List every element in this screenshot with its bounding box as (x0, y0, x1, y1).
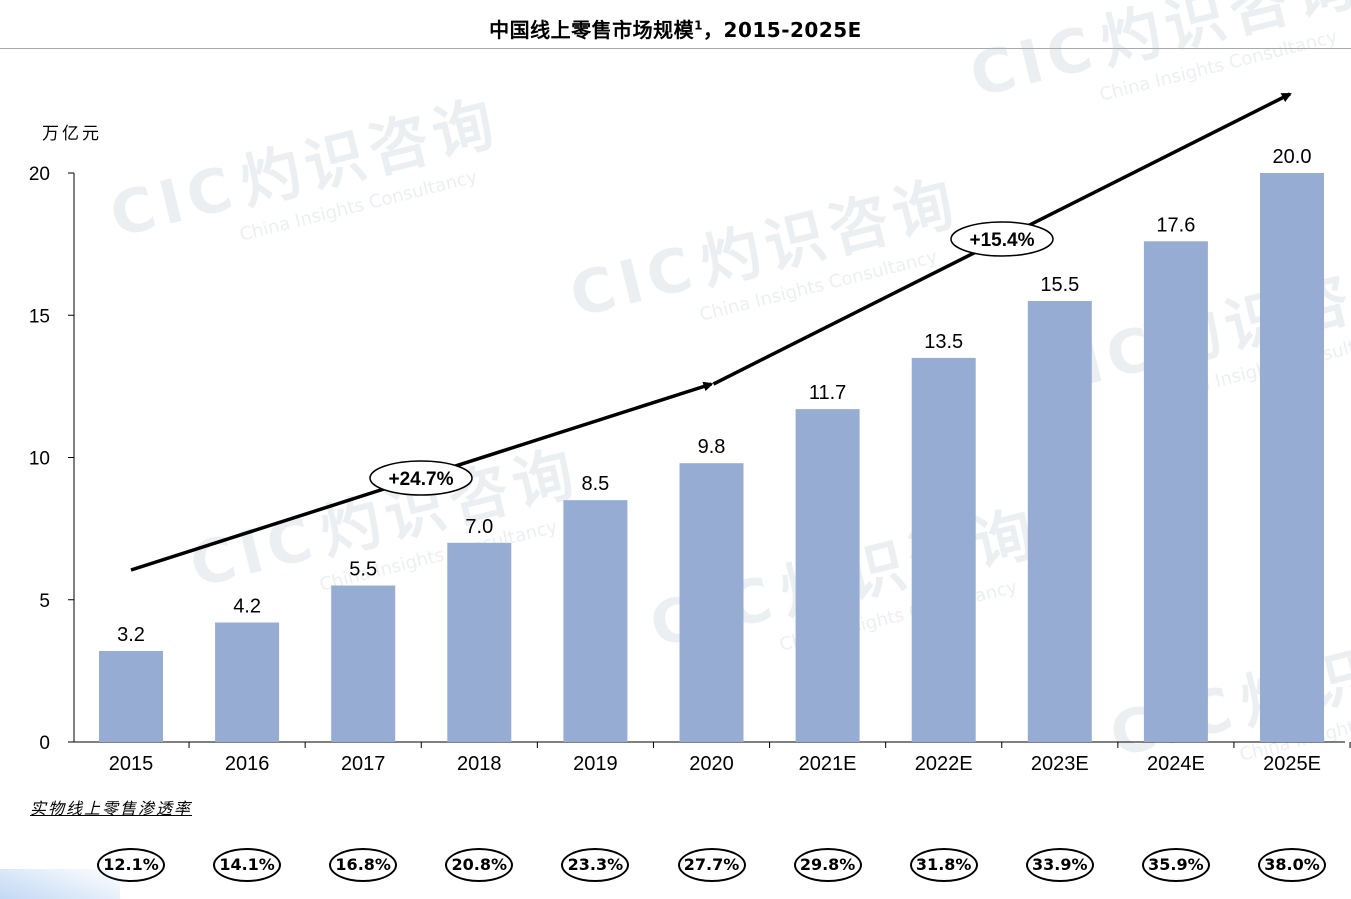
penetration-rate-pill: 14.1% (213, 848, 282, 882)
decorative-glow (0, 869, 120, 899)
bar (331, 585, 396, 742)
penetration-rate-pill: 20.8% (445, 848, 514, 882)
y-tick-label: 0 (39, 733, 50, 754)
bar (1143, 241, 1208, 742)
penetration-rate-pill: 35.9% (1141, 848, 1210, 882)
title-suffix: ，2015-2025E (703, 18, 862, 42)
bar-value-label: 11.7 (809, 382, 846, 404)
y-tick-label: 15 (29, 306, 50, 327)
bar-value-label: 4.2 (233, 596, 261, 618)
bar-value-label: 20.0 (1273, 146, 1312, 168)
bar (1027, 301, 1092, 742)
bar (1260, 173, 1324, 742)
cagr-badge (950, 221, 1054, 257)
bar-value-label: 3.2 (117, 624, 145, 646)
bar (99, 650, 163, 742)
x-tick-label: 2020 (689, 753, 734, 775)
penetration-rate-pill: 12.1% (97, 848, 165, 882)
bar (795, 409, 860, 742)
x-tick-label: 2018 (457, 753, 502, 775)
penetration-rate-pill: 23.3% (561, 848, 630, 882)
bar (563, 500, 628, 742)
y-tick-label: 10 (29, 449, 50, 470)
title-text: 中国线上零售市场规模 (489, 18, 695, 42)
penetration-rate-pill: 29.8% (793, 848, 862, 882)
x-tick-label: 2021E (799, 753, 857, 775)
trend-arrow-layer: +24.7% +15.4% (130, 92, 1292, 572)
title-footnote-marker: 1 (694, 18, 704, 33)
bar (679, 463, 744, 742)
bar (911, 357, 976, 742)
bar (447, 542, 512, 742)
bar-value-label: 7.0 (465, 516, 493, 538)
penetration-rate-pill: 38.0% (1258, 848, 1326, 882)
cagr-label: +15.4% (970, 230, 1035, 251)
cagr-badge (369, 460, 473, 496)
bar-layer: 3.2 4.2 5.5 7.0 8.5 9.8 11.7 13.5 15.5 17.6 20.0 (99, 146, 1324, 742)
penetration-rate-pill: 27.7% (677, 848, 746, 882)
penetration-rate-pill: 33.9% (1025, 848, 1094, 882)
x-tick-label: 2024E (1147, 753, 1205, 775)
bar-value-label: 8.5 (581, 473, 609, 495)
y-tick-label: 20 (29, 164, 50, 185)
axis-layer: 0 5 10 15 20 万亿元 2015 2016 2017 2018 2019 2020 2021E… (29, 124, 1351, 775)
bar-value-label: 15.5 (1040, 274, 1079, 296)
x-tick-label: 2023E (1031, 753, 1089, 775)
x-tick-label: 2016 (225, 753, 270, 775)
y-axis-unit-label: 万亿元 (42, 124, 102, 144)
bar-value-label: 5.5 (349, 559, 377, 581)
bar-value-label: 13.5 (924, 331, 963, 353)
penetration-rate-pill: 16.8% (329, 848, 398, 882)
x-tick-label: 2017 (341, 753, 386, 775)
chart-title: 中国线上零售市场规模1，2015-2025E (0, 14, 1351, 43)
x-tick-label: 2025E (1263, 753, 1321, 775)
title-divider (0, 48, 1351, 49)
x-tick-label: 2015 (109, 753, 154, 775)
bar-value-label: 17.6 (1156, 214, 1195, 236)
x-tick-label: 2019 (573, 753, 618, 775)
penetration-rate-pill: 31.8% (909, 848, 978, 882)
y-tick-label: 5 (39, 591, 50, 612)
penetration-rate-label: 实物线上零售渗透率 (30, 799, 193, 818)
cagr-label: +24.7% (389, 469, 454, 490)
bar (215, 622, 280, 742)
x-tick-label: 2022E (915, 753, 973, 775)
bar-value-label: 9.8 (698, 436, 726, 458)
